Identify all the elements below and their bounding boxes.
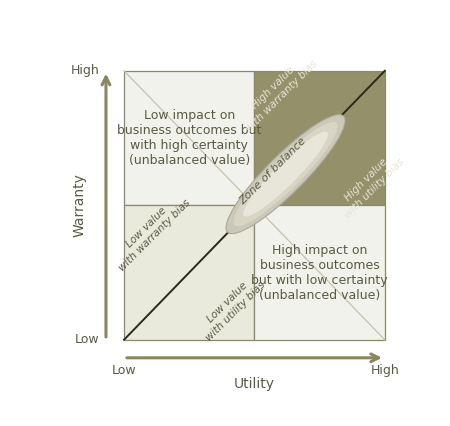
Text: High impact on
business outcomes
but with low certainty
(unbalanced value): High impact on business outcomes but wit… [251, 244, 388, 302]
Bar [124, 71, 254, 205]
Ellipse shape [226, 115, 345, 233]
Text: High value
with utility bias: High value with utility bias [334, 148, 406, 220]
Text: Utility: Utility [234, 377, 275, 391]
Bar [254, 71, 385, 205]
Text: High value
with warranty bias: High value with warranty bias [236, 50, 319, 134]
Text: Low value
with utility bias: Low value with utility bias [196, 271, 267, 343]
Text: High: High [71, 64, 99, 77]
Ellipse shape [234, 122, 338, 226]
Text: Zone of balance: Zone of balance [237, 135, 308, 206]
Text: Low impact on
business outcomes but
with high certainty
(unbalanced value): Low impact on business outcomes but with… [117, 109, 261, 167]
Text: Low: Low [75, 333, 99, 346]
Bar [124, 205, 254, 340]
Text: Warranty: Warranty [73, 173, 87, 237]
Text: Low value
with warranty bias: Low value with warranty bias [108, 190, 192, 273]
Text: High: High [370, 364, 399, 377]
Text: Low: Low [112, 364, 136, 377]
Ellipse shape [243, 132, 328, 216]
Bar [254, 205, 385, 340]
